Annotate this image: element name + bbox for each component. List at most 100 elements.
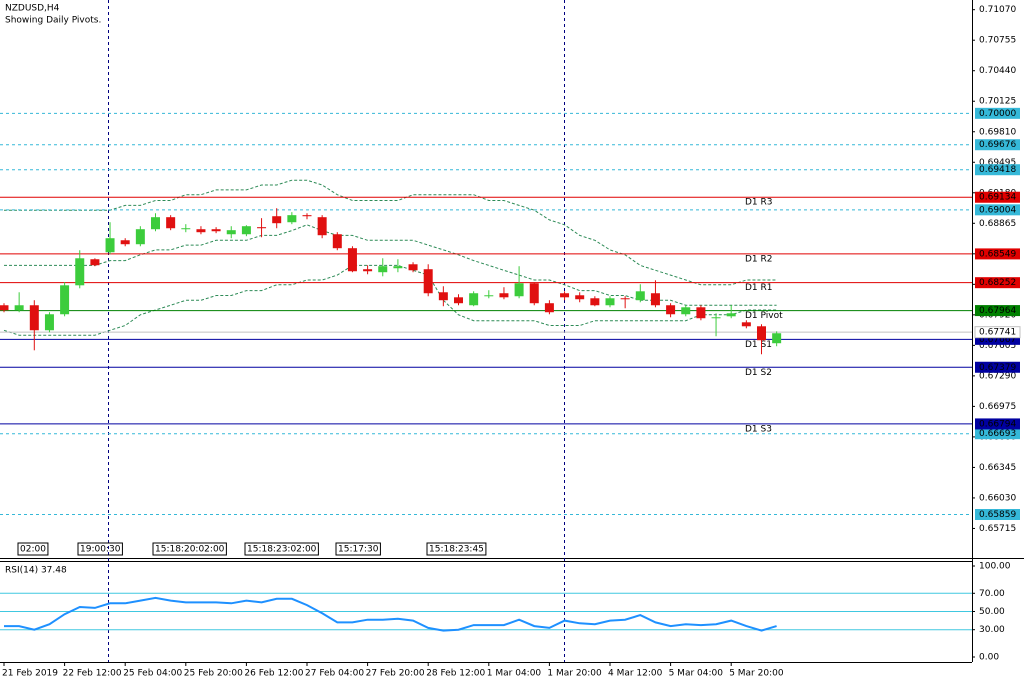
x-tick-label: 22 Feb 12:00 xyxy=(63,669,122,679)
candle-body xyxy=(438,292,448,301)
last-price-box xyxy=(974,326,1021,339)
pivot-name: D1 S2 xyxy=(745,368,772,378)
candle-body xyxy=(681,307,691,315)
marker-label: 0.70000 xyxy=(979,109,1016,119)
marker-label-box xyxy=(975,139,1020,151)
x-tick-label: 28 Feb 12:00 xyxy=(426,669,485,679)
y-tick-label: 0.70440 xyxy=(979,66,1016,76)
y-tick-label: 0.70125 xyxy=(979,97,1016,107)
candle-body xyxy=(44,314,54,331)
candle-body xyxy=(211,229,221,232)
y-tick-label: 0.67605 xyxy=(979,341,1016,351)
y-tick-label: 0.66345 xyxy=(979,463,1016,473)
pivot-label: 0.69134 xyxy=(979,193,1016,203)
x-tick-label: 25 Feb 04:00 xyxy=(123,669,182,679)
candle-body xyxy=(393,266,403,269)
candle-body xyxy=(484,295,494,297)
time-annotation-box xyxy=(17,542,49,556)
last-price-label: 0.67741 xyxy=(979,328,1016,338)
pivot-label-box xyxy=(975,277,1020,289)
candle-body xyxy=(226,230,236,235)
candle-body xyxy=(635,291,645,301)
candle-body xyxy=(272,216,282,224)
pivot-label: 0.66794 xyxy=(979,419,1016,429)
pivot-label: 0.67964 xyxy=(979,306,1016,316)
y-tick-label: 0.69495 xyxy=(979,158,1016,168)
pivot-name: D1 S1 xyxy=(745,340,772,350)
candle-body xyxy=(135,229,145,245)
candle-body xyxy=(544,303,554,313)
time-annotation-box xyxy=(77,542,123,556)
time-annotation-box xyxy=(152,542,227,556)
candle-body xyxy=(241,226,251,235)
candle-body xyxy=(120,240,130,245)
pivot-label-box xyxy=(975,248,1020,260)
candle-body xyxy=(499,293,509,298)
indicator-band xyxy=(3,264,777,336)
candle-body xyxy=(741,322,751,327)
candle-body xyxy=(151,217,160,230)
candle-body xyxy=(90,259,100,266)
candle-body xyxy=(696,307,706,319)
time-annotation: 15:18:20:02:00 xyxy=(155,545,225,555)
x-tick-label: 27 Feb 20:00 xyxy=(366,669,425,679)
marker-label: 0.66693 xyxy=(979,429,1016,439)
candle-body xyxy=(560,293,570,298)
rsi-title: RSI(14) 37.48 xyxy=(5,566,67,576)
marker-label: 0.69676 xyxy=(979,140,1016,150)
candle-body xyxy=(363,269,373,272)
candle-body xyxy=(529,283,539,304)
candle-body xyxy=(650,293,660,306)
y-tick-label: 0.66030 xyxy=(979,493,1016,503)
y-tick-label: 0.71070 xyxy=(979,5,1016,15)
time-annotation: 19:00:30 xyxy=(80,545,121,555)
y-tick-label: 30.00 xyxy=(979,625,1005,635)
marker-label: 0.69418 xyxy=(979,165,1016,175)
x-tick-label: 25 Feb 20:00 xyxy=(184,669,243,679)
candle-body xyxy=(378,266,388,273)
marker-label-box xyxy=(975,509,1020,521)
candle-body xyxy=(166,217,176,229)
candle-body xyxy=(408,264,418,271)
x-tick-label: 27 Feb 04:00 xyxy=(305,669,364,679)
x-tick-label: 21 Feb 2019 xyxy=(2,669,58,679)
y-tick-label: 0.67290 xyxy=(979,371,1016,381)
y-tick-label: 0.65715 xyxy=(979,524,1016,534)
y-tick-label: 0.69810 xyxy=(979,127,1016,137)
candle-body xyxy=(575,295,585,300)
marker-label: 0.65859 xyxy=(979,510,1016,520)
candle-body xyxy=(257,227,267,229)
candle-body xyxy=(423,269,433,294)
chart-subtitle: Showing Daily Pivots. xyxy=(5,16,101,26)
pivot-name: D1 R2 xyxy=(745,254,773,264)
time-annotation: 02:00 xyxy=(20,545,46,555)
candle-body xyxy=(0,305,9,311)
candle-body xyxy=(14,305,24,311)
pivot-name: D1 Pivot xyxy=(745,311,783,321)
candle-body xyxy=(60,285,70,315)
candle-body xyxy=(590,298,600,306)
time-annotation: 15:18:23:45 xyxy=(429,545,484,555)
candle-body xyxy=(605,298,615,306)
x-tick-label: 4 Mar 12:00 xyxy=(608,669,663,679)
pivot-name: D1 R3 xyxy=(745,198,773,208)
candle-body xyxy=(287,215,297,223)
candle-body xyxy=(469,293,479,306)
candle-body xyxy=(711,317,721,319)
candle-body xyxy=(302,215,312,217)
x-tick-label: 5 Mar 04:00 xyxy=(669,669,724,679)
pivot-label: 0.67667 xyxy=(979,335,1016,345)
candle-body xyxy=(772,333,782,344)
candle-body xyxy=(666,305,676,315)
candle-body xyxy=(196,229,206,233)
candle-body xyxy=(347,248,357,272)
time-annotation-box xyxy=(335,542,381,556)
x-tick-label: 1 Mar 20:00 xyxy=(547,669,602,679)
y-tick-label: 0.68865 xyxy=(979,219,1016,229)
candle-body xyxy=(75,258,85,286)
pivot-name: D1 R1 xyxy=(745,283,773,293)
x-tick-label: 26 Feb 12:00 xyxy=(244,669,303,679)
time-annotation-box xyxy=(426,542,487,556)
indicator-band xyxy=(4,179,777,286)
